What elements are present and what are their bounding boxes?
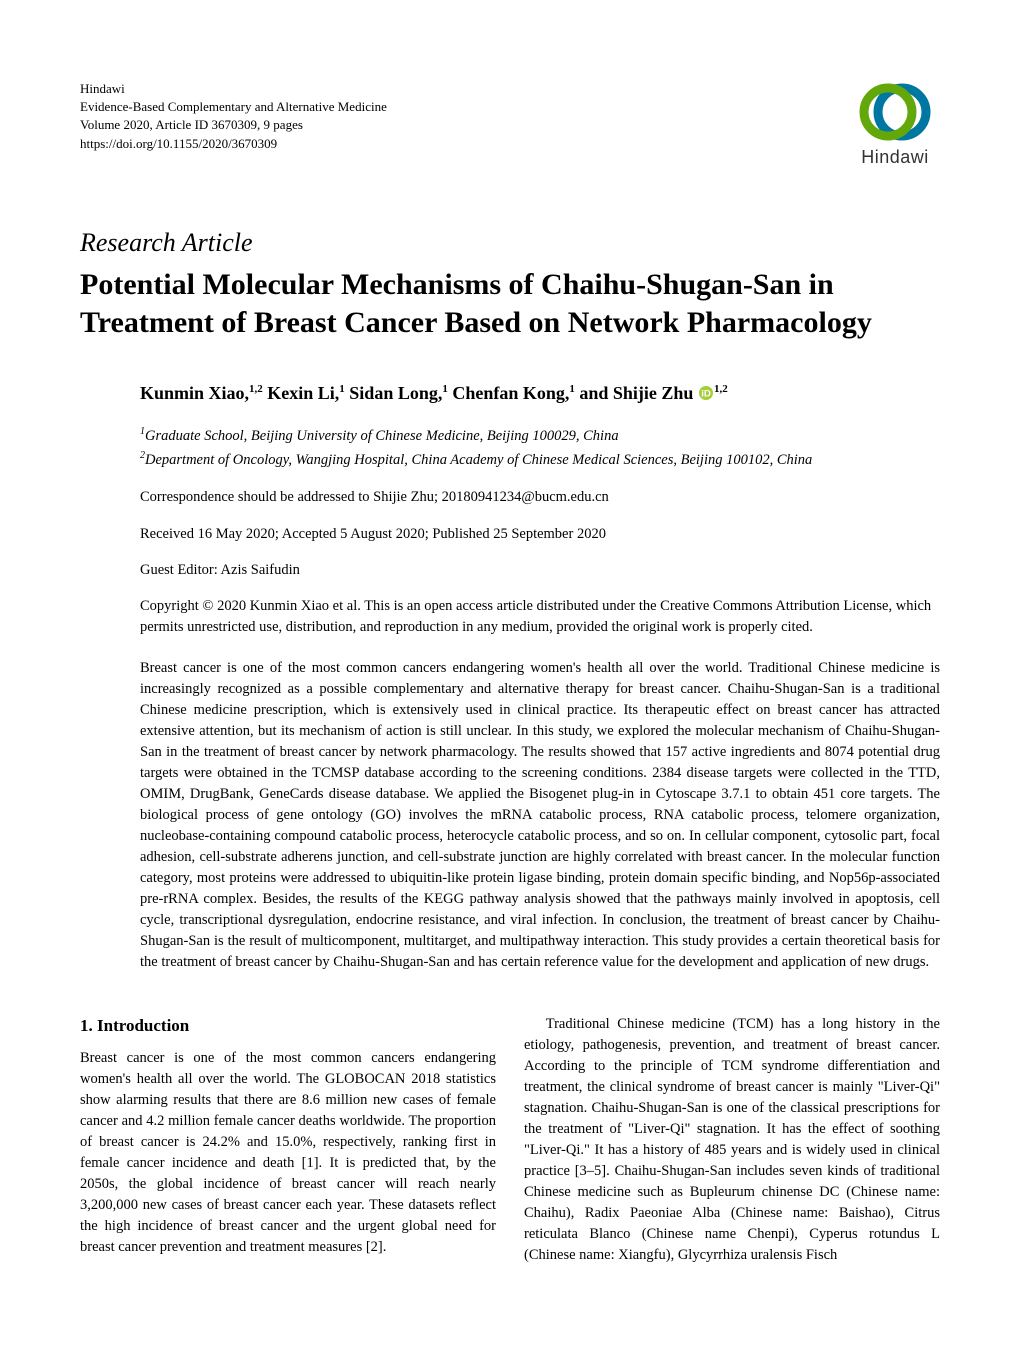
article-type: Research Article xyxy=(80,228,940,258)
col1-para1: Breast cancer is one of the most common … xyxy=(80,1048,496,1258)
publication-meta: Hindawi Evidence-Based Complementary and… xyxy=(80,80,387,153)
author-5-aff: 1,2 xyxy=(714,383,728,395)
publisher-logo-text: Hindawi xyxy=(861,147,929,168)
section-1-heading: 1. Introduction xyxy=(80,1014,496,1039)
article-history: Received 16 May 2020; Accepted 5 August … xyxy=(140,524,940,544)
volume-line: Volume 2020, Article ID 3670309, 9 pages xyxy=(80,116,387,134)
article-title: Potential Molecular Mechanisms of Chaihu… xyxy=(80,266,940,341)
affiliations: 1Graduate School, Beijing University of … xyxy=(140,424,940,471)
author-1-aff: 1,2 xyxy=(249,383,263,395)
author-4: Chenfan Kong, xyxy=(452,383,569,403)
author-4-aff: 1 xyxy=(569,383,575,395)
author-3: Sidan Long, xyxy=(349,383,442,403)
header-row: Hindawi Evidence-Based Complementary and… xyxy=(80,80,940,168)
affiliation-1: 1Graduate School, Beijing University of … xyxy=(140,424,940,448)
publisher-name: Hindawi xyxy=(80,80,387,98)
author-5-pre: and Shijie Zhu xyxy=(579,383,693,403)
author-3-aff: 1 xyxy=(442,383,448,395)
journal-name: Evidence-Based Complementary and Alterna… xyxy=(80,98,387,116)
author-2: Kexin Li, xyxy=(267,383,339,403)
author-2-aff: 1 xyxy=(339,383,345,395)
hindawi-logo-icon xyxy=(850,80,940,145)
body-columns: 1. Introduction Breast cancer is one of … xyxy=(80,1014,940,1266)
guest-editor: Guest Editor: Azis Saifudin xyxy=(140,560,940,580)
copyright-notice: Copyright © 2020 Kunmin Xiao et al. This… xyxy=(140,596,940,638)
orcid-icon: iD xyxy=(699,382,713,396)
aff1-text: Graduate School, Beijing University of C… xyxy=(145,428,619,444)
column-right: Traditional Chinese medicine (TCM) has a… xyxy=(524,1014,940,1266)
column-left: 1. Introduction Breast cancer is one of … xyxy=(80,1014,496,1266)
abstract: Breast cancer is one of the most common … xyxy=(140,658,940,973)
affiliation-2: 2Department of Oncology, Wangjing Hospit… xyxy=(140,448,940,472)
col2-para1: Traditional Chinese medicine (TCM) has a… xyxy=(524,1014,940,1266)
aff2-text: Department of Oncology, Wangjing Hospita… xyxy=(145,452,812,468)
doi-line: https://doi.org/10.1155/2020/3670309 xyxy=(80,135,387,153)
correspondence: Correspondence should be addressed to Sh… xyxy=(140,487,940,507)
authors-line: Kunmin Xiao,1,2 Kexin Li,1 Sidan Long,1 … xyxy=(140,381,940,406)
svg-text:iD: iD xyxy=(701,389,711,400)
publisher-logo: Hindawi xyxy=(850,80,940,168)
author-1: Kunmin Xiao, xyxy=(140,383,249,403)
